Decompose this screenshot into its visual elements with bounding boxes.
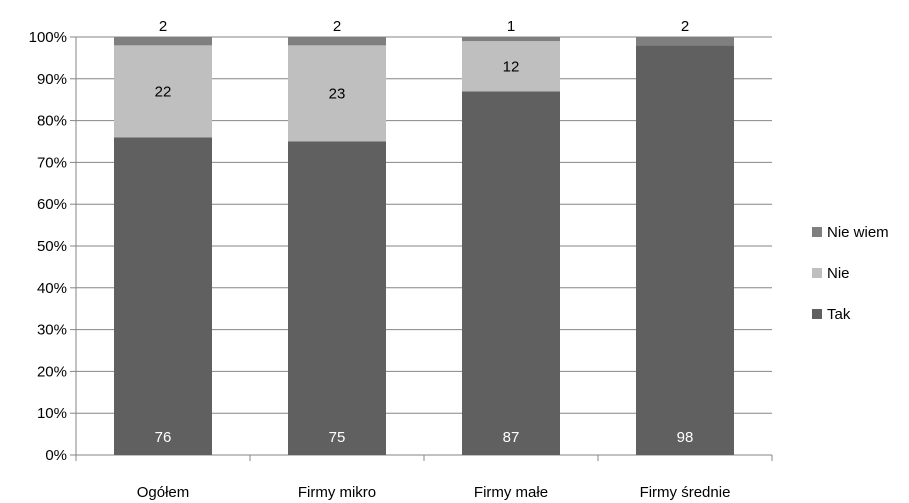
data-label: 98 xyxy=(677,429,694,446)
y-tick-label: 0% xyxy=(45,447,67,464)
legend-swatch xyxy=(812,227,822,237)
y-tick-label: 100% xyxy=(29,29,67,46)
bar-segment xyxy=(288,45,386,142)
y-tick-label: 90% xyxy=(37,71,67,88)
legend-label: Tak xyxy=(827,306,851,323)
data-label: 87 xyxy=(503,429,520,446)
y-tick-label: 10% xyxy=(37,405,67,422)
bar-segment xyxy=(462,41,560,92)
legend-label: Nie xyxy=(827,265,850,282)
y-tick-label: 50% xyxy=(37,238,67,255)
x-tick-label: Ogółem xyxy=(137,484,190,501)
data-label: 76 xyxy=(155,429,172,446)
legend: Nie wiem Nie Tak xyxy=(812,224,889,323)
legend-swatch xyxy=(812,309,822,319)
data-label: 2 xyxy=(159,18,167,35)
bar-segment xyxy=(288,141,386,455)
legend-swatch xyxy=(812,268,822,278)
bar-segment xyxy=(636,45,734,456)
y-tick-label: 80% xyxy=(37,113,67,130)
bars xyxy=(114,37,734,456)
bar-segment xyxy=(288,37,386,46)
data-label: 2 xyxy=(681,18,689,35)
bar-segment xyxy=(114,37,212,46)
x-tick-label: Firmy mikro xyxy=(298,484,376,501)
x-tick-labels: Ogółem Firmy mikro Firmy małe Firmy średnie xyxy=(137,484,731,501)
bar-segment xyxy=(114,137,212,455)
data-label: 23 xyxy=(329,85,346,102)
y-tick-label: 60% xyxy=(37,196,67,213)
bar-segment xyxy=(114,45,212,138)
data-label: 1 xyxy=(507,18,515,35)
data-label: 22 xyxy=(155,83,172,100)
bar-segment xyxy=(462,91,560,455)
bar-segment xyxy=(636,37,734,46)
x-tick-label: Firmy średnie xyxy=(640,484,731,501)
data-label: 2 xyxy=(333,18,341,35)
y-tick-labels: 0% 10% 20% 30% 40% 50% 60% 70% 80% 90% 100% xyxy=(29,29,67,464)
x-tick-label: Firmy małe xyxy=(474,484,548,501)
data-label: 12 xyxy=(503,58,520,75)
y-tick-label: 30% xyxy=(37,322,67,339)
bar-segment xyxy=(462,37,560,42)
data-label: 75 xyxy=(329,429,346,446)
y-tick-label: 70% xyxy=(37,154,67,171)
y-tick-label: 40% xyxy=(37,280,67,297)
legend-label: Nie wiem xyxy=(827,224,889,241)
y-tick-label: 20% xyxy=(37,363,67,380)
